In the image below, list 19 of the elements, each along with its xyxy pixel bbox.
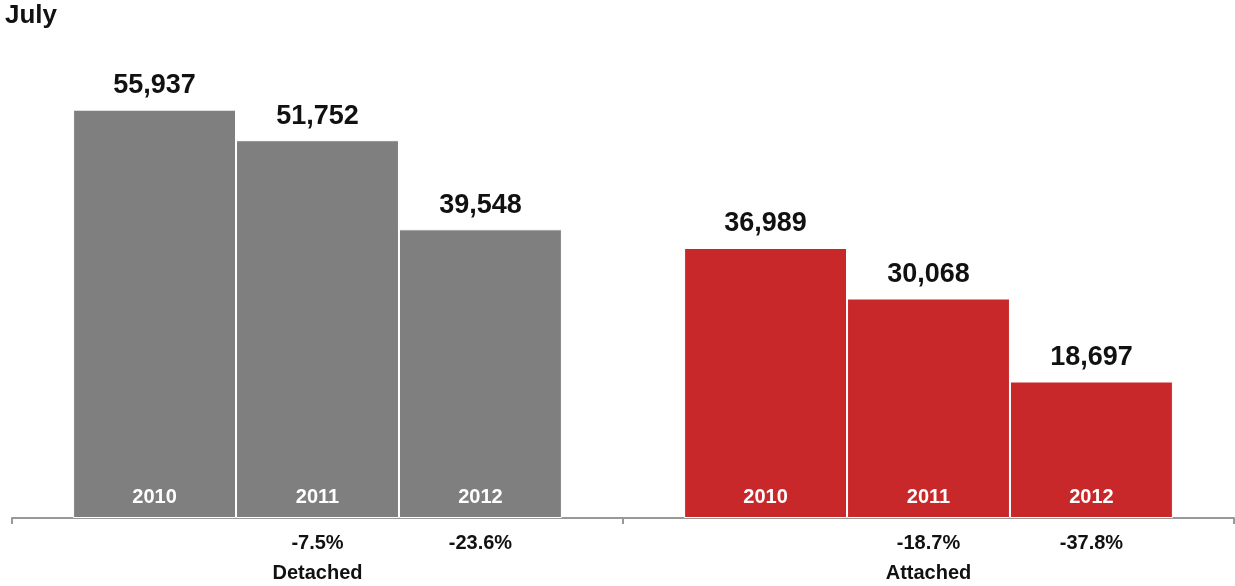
text: -23.6% (448, 531, 513, 553)
series-label: 2011 (295, 485, 340, 507)
x-tick-label: Detached (272, 561, 363, 583)
data-label: 30,068 (887, 258, 970, 288)
chart-title: July (5, 0, 58, 29)
text: 2012 (1069, 485, 1114, 507)
data-label: 18,697 (1050, 341, 1133, 372)
text: 2011 (906, 485, 951, 507)
text: -37.8% (1059, 531, 1124, 553)
text: -7.5% (291, 531, 344, 553)
data-label: 36,989 (724, 207, 807, 238)
data-label: 51,752 (276, 99, 359, 130)
x-tick-label: Attached (885, 561, 972, 583)
text: -18.7% (896, 531, 961, 553)
data-label: 39,548 (439, 188, 522, 219)
text: 2010 (743, 485, 788, 507)
series-label: 2012 (458, 485, 503, 507)
series-label: 2010 (132, 485, 177, 507)
data-label: 55,937 (113, 69, 196, 100)
